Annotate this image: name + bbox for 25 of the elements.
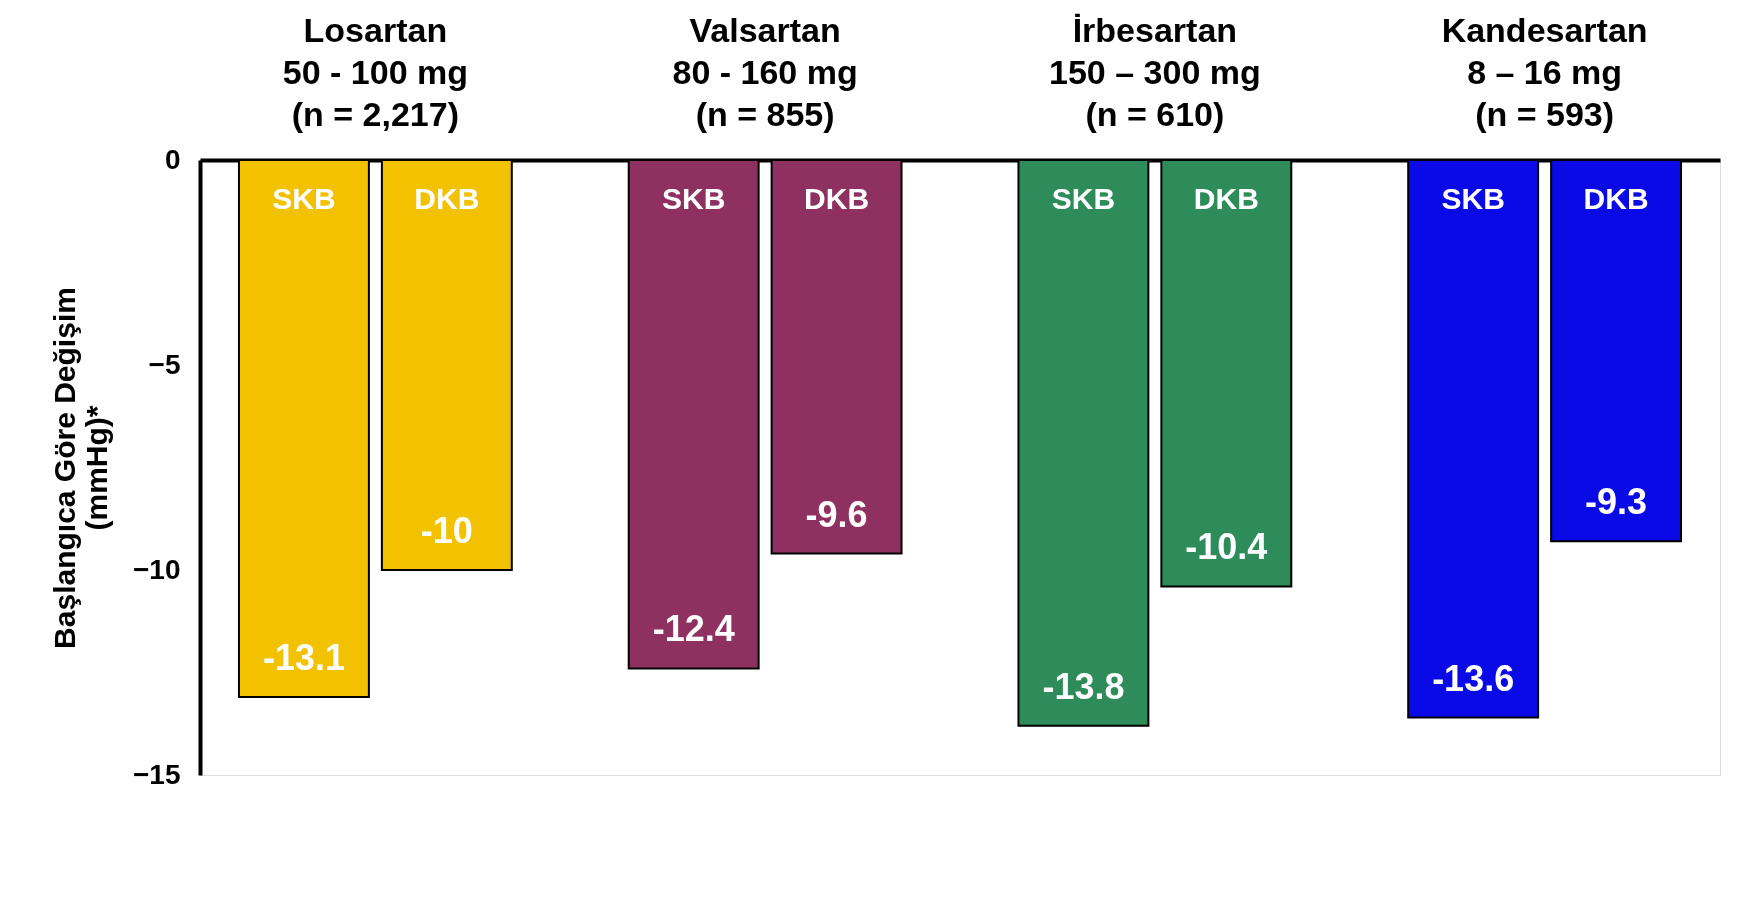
x-tick-label: SKB xyxy=(1051,182,1116,215)
data-label: -10.4 xyxy=(1185,526,1268,568)
y-axis-title: Başlangıca Göre Değişim (mmHg)* xyxy=(48,287,113,649)
x-tick-label: SKB xyxy=(272,182,336,215)
y-tick-label: −15 xyxy=(133,758,181,790)
y-tick-label: −10 xyxy=(133,553,181,585)
text: Valsartan 80 - 160 mg (n = 855) xyxy=(672,11,858,133)
data-label: -9.6 xyxy=(805,493,868,535)
x-tick-label: DKB xyxy=(414,182,480,215)
data-label: -10 xyxy=(420,510,473,551)
y-tick-label: 0 xyxy=(164,143,181,175)
text: Losartan 50 - 100 mg (n = 2,217) xyxy=(282,11,468,133)
data-label: -12.4 xyxy=(652,608,735,650)
text: Kandesartan 8 – 16 mg (n = 593) xyxy=(1441,11,1648,133)
data-label: -13.6 xyxy=(1432,657,1515,699)
data-label: -13.8 xyxy=(1042,665,1125,707)
x-tick-label: DKB xyxy=(1583,182,1649,215)
y-tick-label: −5 xyxy=(148,348,181,380)
x-tick-label: SKB xyxy=(1441,182,1505,215)
data-label: -13.1 xyxy=(262,637,345,679)
x-tick-label: SKB xyxy=(662,182,726,215)
data-label: -9.3 xyxy=(1585,481,1648,523)
x-tick-label: DKB xyxy=(804,182,870,215)
text: İrbesartan 150 – 300 mg (n = 610) xyxy=(1049,11,1261,133)
x-tick-label: DKB xyxy=(1193,182,1259,215)
